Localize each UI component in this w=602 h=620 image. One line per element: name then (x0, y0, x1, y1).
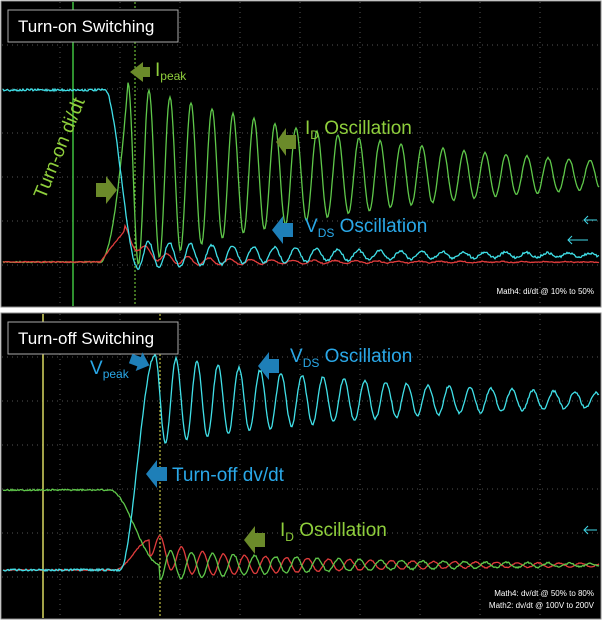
label-rest: Oscillation (294, 520, 387, 541)
math-note: Math4: di/dt @ 10% to 50% (496, 287, 594, 296)
turn-off-panel: Turn-off Switching Vpeak VDS Oscillation… (1, 313, 601, 619)
label-main: V (305, 216, 318, 237)
label-rest: Oscillation (319, 118, 412, 139)
math-note: Math2: dv/dt @ 100V to 200V (489, 601, 595, 610)
label-rest: Oscillation (334, 216, 427, 237)
panel-title: Turn-on Switching (18, 17, 154, 36)
label-sub: peak (103, 367, 130, 381)
label-sub: DS (318, 226, 335, 240)
label-main: V (90, 358, 103, 379)
turn-on-panel: Turn-on Switching Ipeak ID Oscillation T… (1, 1, 601, 307)
panel-bg (1, 1, 601, 307)
slope-label: Turn-off dv/dt (172, 465, 285, 486)
id-osc-label: ID Oscillation (305, 118, 412, 142)
label-rest: Oscillation (319, 346, 412, 367)
panel-title: Turn-off Switching (18, 329, 154, 348)
label-sub: DS (303, 356, 320, 370)
label-sub: D (310, 128, 319, 142)
label-main: V (290, 346, 303, 367)
scope-screenshot: Turn-on Switching Ipeak ID Oscillation T… (0, 0, 602, 620)
label-sub: D (285, 530, 294, 544)
id-osc-label: ID Oscillation (280, 520, 387, 544)
math-note: Math4: dv/dt @ 50% to 80% (494, 589, 594, 598)
label-sub: peak (160, 69, 187, 83)
